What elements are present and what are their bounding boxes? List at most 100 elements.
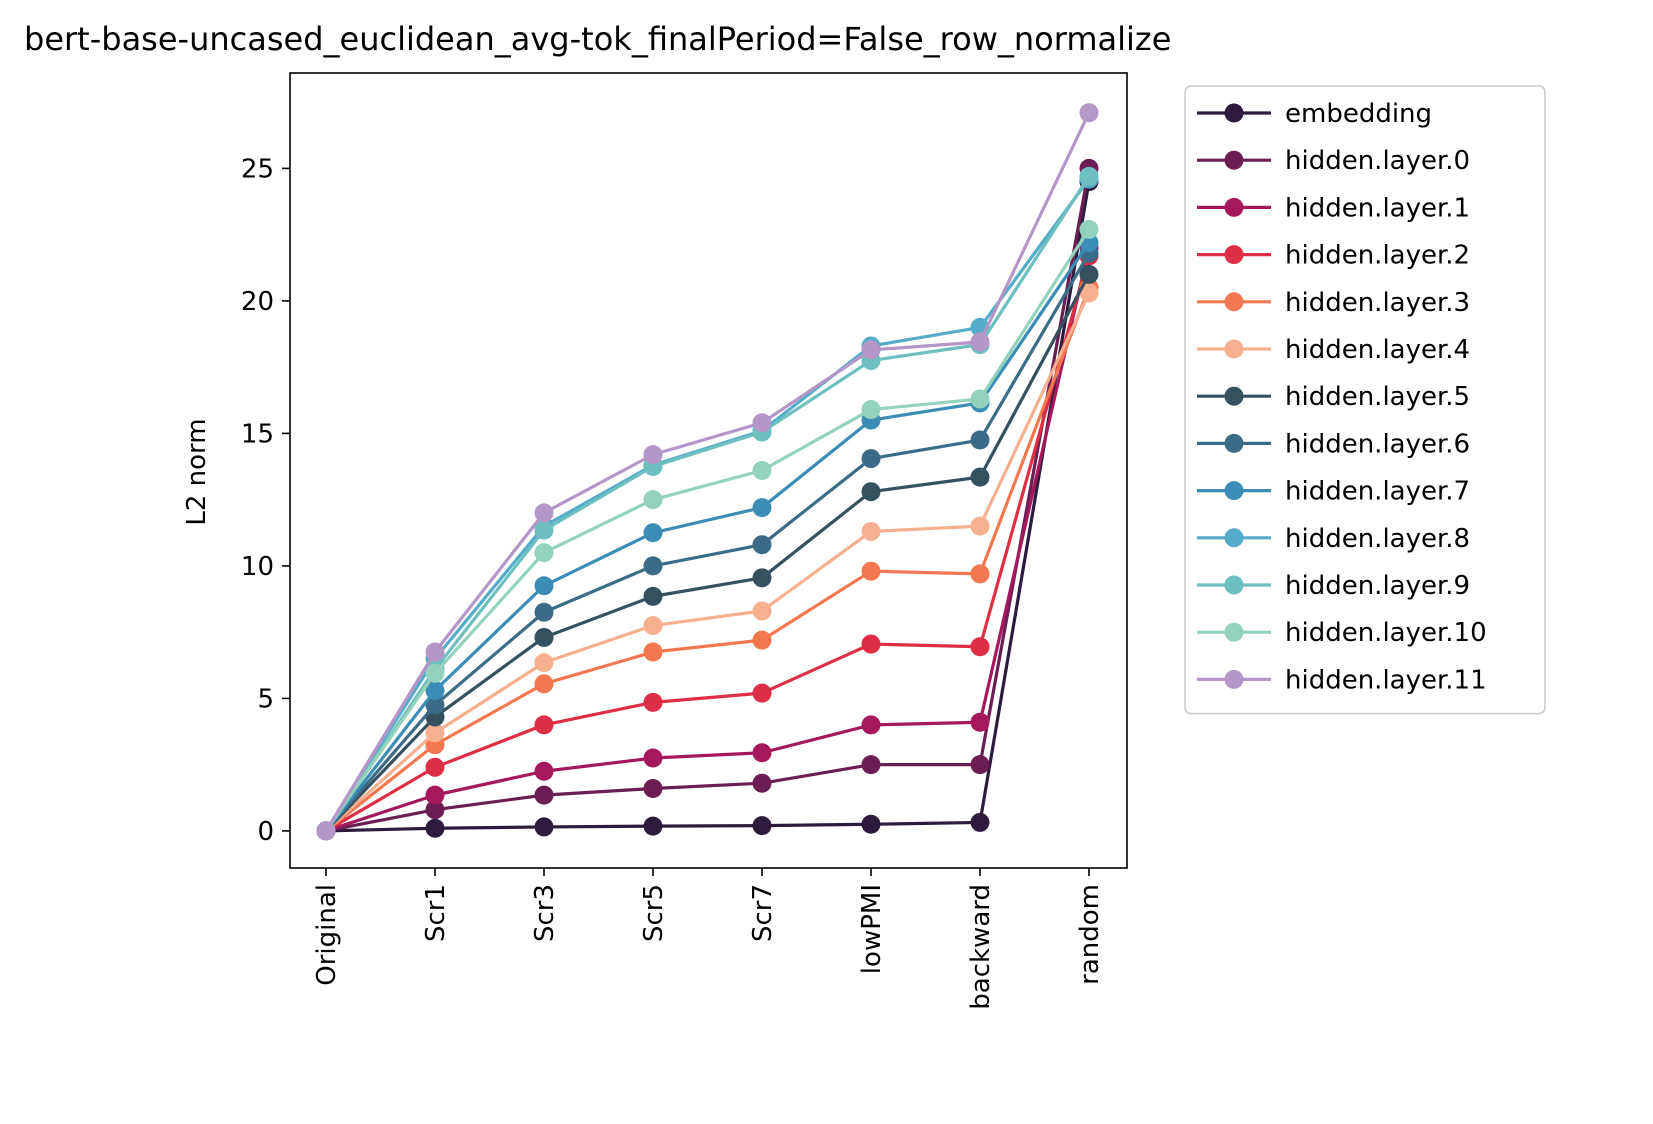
legend-item: hidden.layer.9 xyxy=(1197,571,1470,601)
data-point xyxy=(643,779,663,798)
y-axis: 0 5 10 15 20 25 xyxy=(241,154,290,847)
legend-marker xyxy=(1224,575,1244,595)
x-tick-label: Original xyxy=(312,884,342,986)
data-point xyxy=(861,400,881,420)
legend-marker xyxy=(1224,292,1244,312)
series-line xyxy=(325,181,1091,833)
legend-label: embedding xyxy=(1285,99,1432,129)
data-point xyxy=(970,755,990,775)
series-hidden-layer-1 xyxy=(316,238,1099,841)
data-point xyxy=(861,814,881,834)
y-tick-label: 10 xyxy=(241,552,274,582)
legend-item: hidden.layer.1 xyxy=(1197,193,1470,223)
y-tick-label: 15 xyxy=(241,419,274,449)
data-point xyxy=(861,634,881,654)
series-line xyxy=(324,252,1091,832)
data-point xyxy=(425,785,445,805)
legend-label: hidden.layer.3 xyxy=(1285,288,1470,318)
data-point xyxy=(970,430,990,450)
legend-label: hidden.layer.5 xyxy=(1285,382,1470,412)
series-hidden-layer-11 xyxy=(316,103,1099,841)
data-point xyxy=(643,616,663,636)
legend-item: hidden.layer.10 xyxy=(1197,618,1487,648)
x-tick-label: lowPMI xyxy=(857,884,887,974)
y-tick-label: 20 xyxy=(241,287,274,317)
data-point xyxy=(970,332,990,352)
data-point xyxy=(752,630,772,650)
legend-item: hidden.layer.7 xyxy=(1197,477,1470,507)
series-line xyxy=(325,255,1091,833)
data-point xyxy=(1079,166,1099,186)
data-point xyxy=(752,568,772,588)
data-point xyxy=(643,816,663,836)
legend-label: hidden.layer.4 xyxy=(1285,335,1470,365)
data-point xyxy=(643,642,663,662)
data-point xyxy=(752,413,772,433)
series-line xyxy=(325,168,1091,833)
data-point xyxy=(970,712,990,732)
legend-marker xyxy=(1224,622,1244,642)
data-point xyxy=(752,743,772,763)
legend-item: hidden.layer.5 xyxy=(1197,382,1470,412)
legend-marker xyxy=(1224,150,1244,170)
legend-label: hidden.layer.9 xyxy=(1285,571,1470,601)
data-point xyxy=(534,785,554,805)
data-point xyxy=(1079,219,1099,239)
data-point xyxy=(752,535,772,555)
x-tick-label: backward xyxy=(966,884,996,1010)
series-line xyxy=(324,241,1091,832)
data-point xyxy=(970,812,990,832)
legend-marker xyxy=(1224,669,1244,689)
series-line xyxy=(325,247,1091,833)
data-point xyxy=(425,695,445,715)
data-point xyxy=(534,817,554,837)
data-point xyxy=(534,543,554,563)
data-point xyxy=(643,523,663,543)
data-point xyxy=(861,521,881,541)
data-point xyxy=(752,601,772,621)
plot-frame xyxy=(289,72,1128,869)
data-point xyxy=(970,516,990,536)
data-point xyxy=(425,723,445,743)
series-line xyxy=(324,228,1091,832)
data-point xyxy=(861,715,881,735)
data-point xyxy=(970,637,990,657)
data-point xyxy=(861,561,881,581)
legend-label: hidden.layer.2 xyxy=(1285,241,1470,271)
data-point xyxy=(861,482,881,502)
data-point xyxy=(425,800,445,820)
plot-area xyxy=(289,72,1128,869)
data-point xyxy=(643,445,663,465)
legend-marker xyxy=(1224,245,1244,265)
legend-item: hidden.layer.2 xyxy=(1197,241,1470,271)
data-point xyxy=(752,773,772,793)
legend-label: hidden.layer.7 xyxy=(1285,477,1470,507)
legend-label: hidden.layer.8 xyxy=(1285,524,1470,554)
legend-marker xyxy=(1224,481,1244,501)
data-point xyxy=(534,653,554,673)
data-point xyxy=(643,692,663,712)
data-point xyxy=(1079,264,1099,284)
legend-item: hidden.layer.6 xyxy=(1197,429,1470,459)
data-point xyxy=(316,821,336,841)
data-point xyxy=(425,680,445,700)
series-embedding xyxy=(316,172,1099,841)
legend-marker xyxy=(1224,386,1244,406)
series-line xyxy=(324,112,1091,832)
data-point xyxy=(534,674,554,694)
legend-item: hidden.layer.3 xyxy=(1197,288,1470,318)
x-tick-label: Scr7 xyxy=(748,884,778,942)
x-tick-label: Scr3 xyxy=(530,884,560,942)
series-line xyxy=(324,175,1091,832)
data-point xyxy=(970,389,990,409)
data-point xyxy=(534,576,554,596)
legend-item: hidden.layer.4 xyxy=(1197,335,1470,365)
y-tick-label: 0 xyxy=(257,817,274,847)
legend-label: hidden.layer.11 xyxy=(1285,665,1487,695)
legend-box xyxy=(1184,85,1546,715)
legend-marker xyxy=(1224,433,1244,453)
legend-marker xyxy=(1224,339,1244,359)
legend-item: hidden.layer.11 xyxy=(1197,665,1487,695)
x-axis: Original Scr1 Scr3 Scr5 Scr7 lowPMI backward ra… xyxy=(312,868,1105,1010)
data-point xyxy=(1079,103,1099,123)
